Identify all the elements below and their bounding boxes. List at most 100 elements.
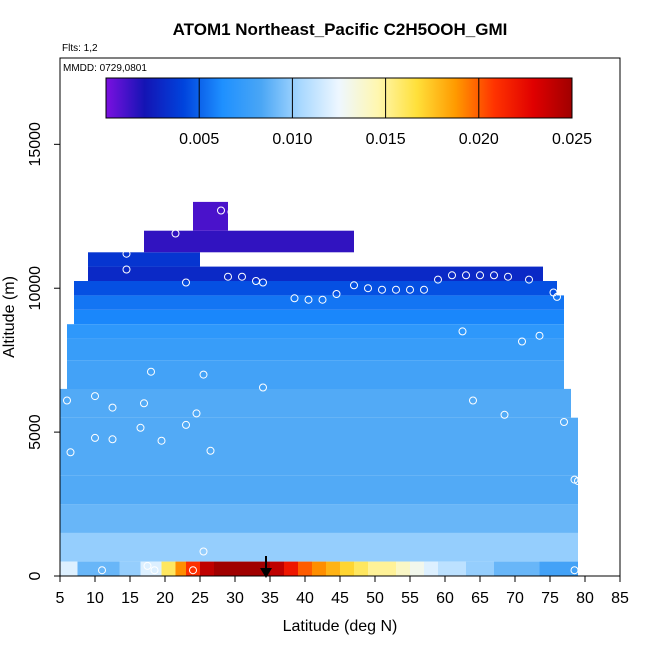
surface-cell [228,561,242,576]
y-tick-label: 10000 [27,266,44,311]
x-tick-label: 70 [506,590,524,607]
sample-point [182,420,190,429]
heatmap-cell [67,324,564,339]
x-tick-label: 80 [576,590,594,607]
sample-point [182,278,190,287]
surface-cell [354,561,368,576]
sample-point [199,370,208,379]
sample-point [535,331,544,340]
sample-point [574,477,582,485]
y-axis-label: Altitude (m) [1,276,18,358]
sample-point [378,285,386,294]
surface-cell [438,561,452,576]
colorbar-tick-label: 0.005 [179,131,219,148]
sample-point [504,272,512,281]
surface-cell [161,561,176,576]
sample-point [147,367,155,376]
sample-point [364,284,372,293]
sample-point [304,295,313,304]
sample-point [434,275,442,284]
sample-point [420,285,428,294]
surface-cell [539,561,561,576]
surface-cell [480,561,494,576]
surface-cell [186,561,200,576]
colorbar: 0.005 0.010 0.015 0.020 0.025 [105,77,592,148]
sample-point [157,436,166,445]
sample-points [63,206,582,575]
sample-point [553,292,561,301]
x-tick-label: 65 [471,590,489,607]
sample-point [206,446,215,455]
sample-point [122,265,131,274]
x-tick-label: 15 [121,590,139,607]
y-tick-label: 15000 [27,122,44,167]
sample-point [98,566,106,575]
x-tick-label: 40 [296,590,314,607]
surface-cell [242,561,256,576]
colorbar-tick-label: 0.010 [272,131,312,148]
sample-point [73,269,82,278]
surface-cell [410,561,424,576]
surface-cell [312,561,326,576]
heatmap-cell [193,201,228,231]
sample-point [332,290,341,298]
sample-point [224,272,232,281]
latitude-arrow-marker [260,556,272,578]
heatmap-cell [144,230,354,253]
x-axis-label: Latitude (deg N) [283,618,398,635]
sample-point [469,396,477,405]
sample-point [238,272,246,281]
heatmap-cell [67,360,564,389]
y-tick-label: 0 [27,571,44,580]
surface-cell [200,561,214,576]
colorbar-tick-label: 0.015 [366,131,406,148]
sample-point [189,566,197,575]
surface-cell [298,561,312,576]
surface-cell [396,561,410,576]
date-note: MMDD: 0729,0801 [63,63,147,74]
plot-frame [59,57,621,577]
sample-point [91,392,99,401]
sample-point [392,285,400,294]
sample-point [63,396,71,405]
surface-cell [452,561,466,576]
surface-cell [368,561,382,576]
heatmap-cell [67,338,564,361]
sample-point [122,249,131,258]
sample-point [560,418,568,426]
x-tick-label: 25 [191,590,209,607]
surface-cell [494,561,508,576]
surface-cell [119,561,141,576]
sample-point [290,294,299,303]
surface-cell [77,561,99,576]
heatmap-cell [60,417,578,447]
sample-point [462,271,470,280]
heatmap-cell [60,504,578,533]
surface-cell [560,561,578,576]
sample-point [70,249,78,258]
surface-cell [340,561,354,576]
sample-point [136,423,145,432]
surface-cell [214,561,228,576]
x-tick-label: 85 [611,590,629,607]
sample-point [143,561,152,570]
x-tick-label: 60 [436,590,454,607]
heatmap-cell [74,295,564,310]
surface-cell [60,561,78,576]
surface-cell [98,561,120,576]
heatmap-cell [74,281,557,296]
sample-point [199,547,208,556]
sample-point [259,383,267,392]
y-tick-label: 5000 [27,414,44,450]
surface-cell [424,561,438,576]
colorbar-tick-label: 0.020 [459,131,499,148]
heatmap-cell [60,532,578,562]
heatmap-cell [74,309,564,325]
sample-point [448,271,456,280]
x-tick-label: 45 [331,590,349,607]
heatmap-cell [88,252,200,267]
surface-cell [522,561,540,576]
flights-note: Flts: 1,2 [62,43,98,54]
sample-point [227,208,236,216]
